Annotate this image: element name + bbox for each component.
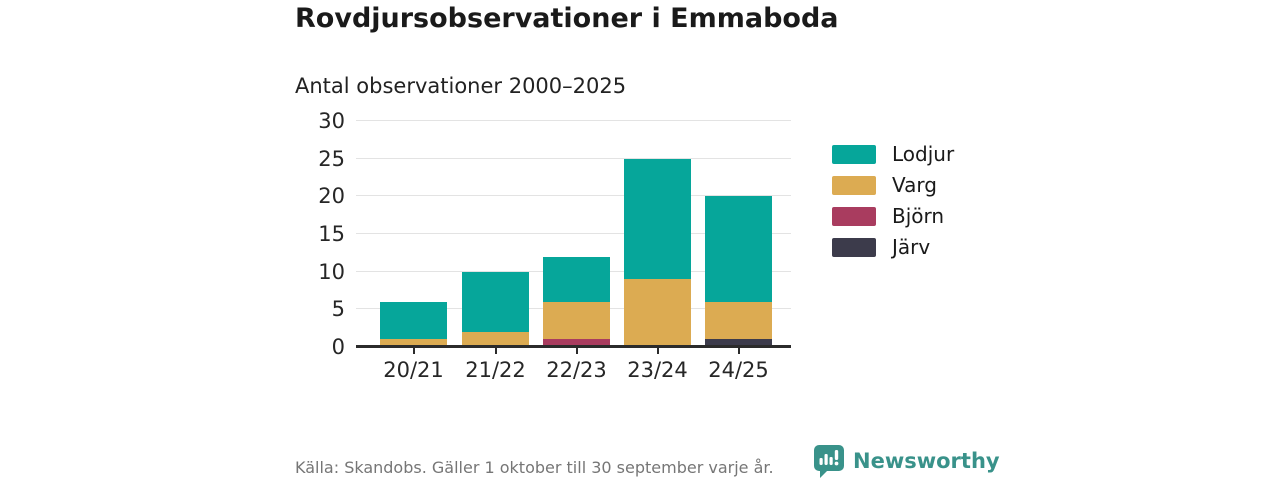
legend-label-lodjur: Lodjur xyxy=(892,142,955,166)
chart-title: Rovdjursobservationer i Emmaboda xyxy=(295,3,839,34)
legend-item-björn: Björn xyxy=(832,204,954,228)
x-tick-21-22 xyxy=(494,347,497,354)
bar-segment-lodjur-21-22 xyxy=(462,271,529,332)
brand-name: Newsworthy xyxy=(853,448,1000,473)
x-axis-label-24-25: 24/25 xyxy=(708,358,769,382)
x-tick-22-23 xyxy=(575,347,578,354)
y-axis-label-25: 25 xyxy=(318,146,345,171)
gridline-y15 xyxy=(356,233,791,234)
legend-item-varg: Varg xyxy=(832,173,954,197)
x-axis-line xyxy=(356,345,791,348)
gridline-y20 xyxy=(356,195,791,197)
bar-segment-varg-23-24 xyxy=(624,279,691,347)
y-axis-label-30: 30 xyxy=(318,109,345,133)
bar-segment-järv-24-25 xyxy=(705,339,772,347)
legend-item-lodjur: Lodjur xyxy=(832,142,954,166)
y-axis-label-5: 5 xyxy=(331,297,345,322)
bar-segment-varg-21-22 xyxy=(462,331,529,347)
legend-label-björn: Björn xyxy=(892,204,945,228)
newsworthy-logo-icon xyxy=(814,445,844,478)
y-axis-label-10: 10 xyxy=(318,259,345,284)
legend-swatch-björn xyxy=(832,206,876,226)
legend-label-järv: Järv xyxy=(892,235,931,259)
x-axis-label-22-23: 22/23 xyxy=(546,358,607,382)
x-axis-label-20-21: 20/21 xyxy=(383,358,444,382)
brand-footer: Newsworthy xyxy=(813,444,1000,478)
legend-swatch-varg xyxy=(832,175,876,195)
bar-segment-lodjur-23-24 xyxy=(624,158,691,280)
x-tick-23-24 xyxy=(656,347,659,354)
bar-segment-varg-24-25 xyxy=(705,301,772,340)
bar-segment-varg-22-23 xyxy=(543,301,610,340)
legend-label-varg: Varg xyxy=(892,173,937,197)
legend-swatch-järv xyxy=(832,237,876,257)
y-axis-label-0: 0 xyxy=(331,335,345,359)
bar-segment-lodjur-22-23 xyxy=(543,256,610,302)
legend: Lodjur Varg Björn Järv xyxy=(832,142,954,266)
x-tick-24-25 xyxy=(737,347,740,354)
x-tick-20-21 xyxy=(412,347,415,354)
legend-item-järv: Järv xyxy=(832,235,954,259)
x-axis-label-21-22: 21/22 xyxy=(465,358,526,382)
chart-subtitle: Antal observationer 2000–2025 xyxy=(295,74,627,98)
legend-swatch-lodjur xyxy=(832,144,876,164)
x-axis-label-23-24: 23/24 xyxy=(627,358,688,382)
gridline-y25 xyxy=(356,157,791,159)
source-note: Källa: Skandobs. Gäller 1 oktober till 3… xyxy=(295,458,774,477)
bar-segment-björn-22-23 xyxy=(543,339,610,347)
bar-segment-lodjur-24-25 xyxy=(705,196,772,302)
y-axis-label-15: 15 xyxy=(318,222,345,246)
y-axis-label-20: 20 xyxy=(318,184,345,209)
plot-area xyxy=(356,120,791,354)
gridline-y30 xyxy=(356,120,791,121)
bar-segment-varg-20-21 xyxy=(380,339,447,347)
bar-segment-lodjur-20-21 xyxy=(380,301,447,340)
